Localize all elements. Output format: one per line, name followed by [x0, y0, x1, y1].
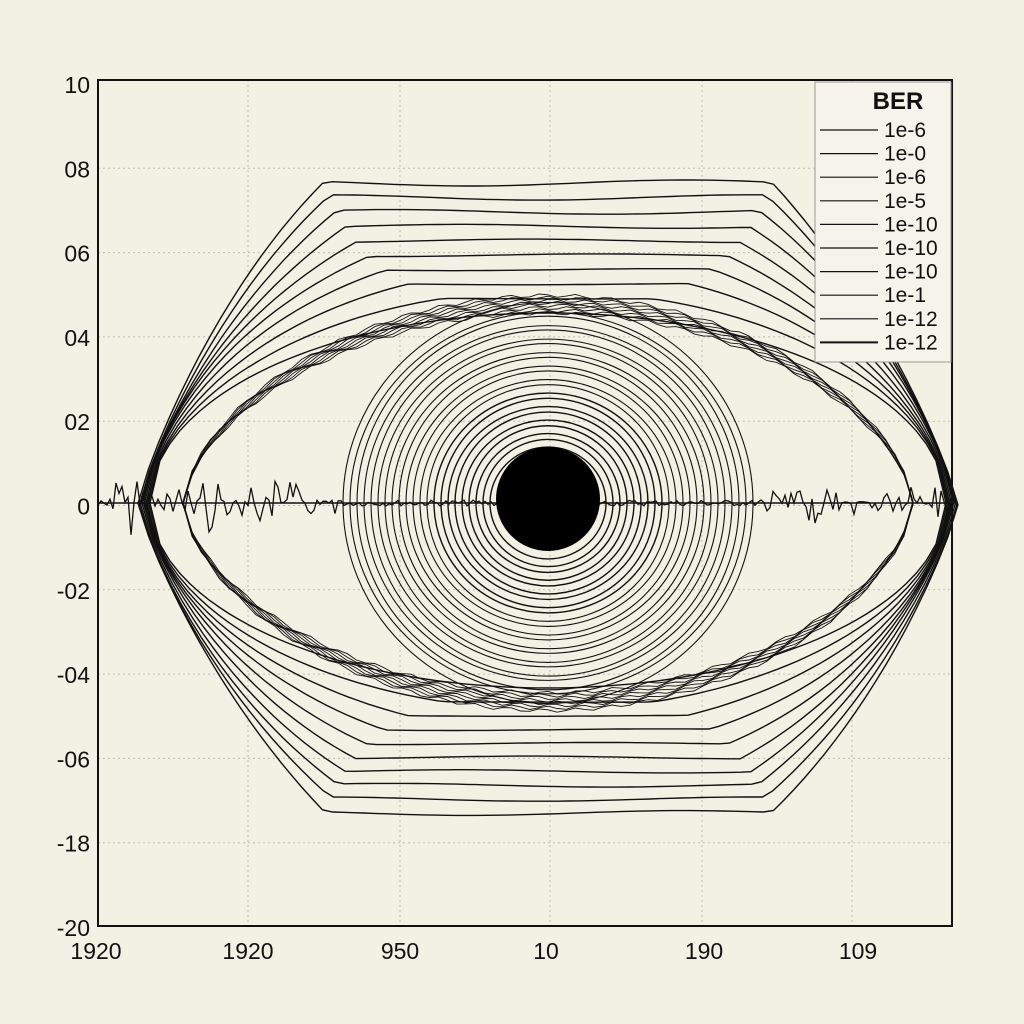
y-tick-label: 08 [64, 156, 90, 182]
eyelid-band-line [182, 308, 914, 505]
iris-ring [363, 325, 733, 681]
legend-entry-label: 1e-1 [884, 284, 926, 307]
legend-entry-label: 1e-12 [884, 308, 938, 331]
legend-entry-label: 1e-10 [884, 213, 938, 236]
iris-ring [482, 438, 614, 568]
iris-ring [391, 352, 705, 654]
eyelid-band-line [182, 293, 914, 505]
eyelid-band-line [182, 501, 914, 708]
legend-entry-label: 1e-6 [884, 119, 926, 142]
iris-ring [440, 397, 656, 609]
iris-ring [412, 370, 684, 636]
iris-ring [356, 315, 740, 691]
y-tick-label: -02 [57, 578, 90, 604]
x-tick-label: 109 [839, 938, 877, 964]
iris-ring [426, 384, 670, 622]
iris-ring [405, 365, 691, 641]
iris-ring [419, 379, 677, 627]
iris-ring [384, 343, 712, 663]
x-axis-ticks: 1920 1920 950 10 190 109 [70, 938, 877, 964]
iris-ring [377, 338, 719, 668]
eye-contour-upper [149, 312, 947, 504]
legend-entry-label: 1e-5 [884, 190, 926, 213]
y-tick-label: 04 [64, 325, 90, 351]
y-tick-label: 02 [64, 409, 90, 435]
y-tick-label: -20 [57, 915, 90, 941]
legend-entry-label: 1e-0 [884, 143, 926, 166]
y-axis-ticks: 10 08 06 04 02 0 -02 -04 -06 -18 -20 [57, 72, 90, 941]
eyelid-band-line [182, 501, 914, 695]
iris-ring [349, 311, 747, 695]
eyelid-band-line [182, 298, 914, 504]
iris-ring [370, 329, 726, 677]
x-tick-label: 950 [381, 938, 419, 964]
legend-title: BER [873, 88, 924, 115]
x-tick-label: 190 [685, 938, 723, 964]
eyelid-band-line [182, 306, 914, 505]
eye-contour-lower [140, 503, 956, 788]
eyelid-band-line [182, 501, 914, 713]
eye-contour-lower [144, 501, 952, 746]
y-tick-label: -06 [57, 746, 90, 772]
iris-ring [433, 392, 663, 614]
y-tick-label: -18 [57, 831, 90, 857]
eye-contour-lower [146, 503, 950, 717]
y-tick-label: -04 [57, 662, 90, 688]
eyelid-band-line [182, 310, 914, 504]
iris-ring [475, 432, 621, 574]
eyelid-band-line [182, 300, 914, 505]
x-tick-label: 1920 [222, 938, 273, 964]
x-tick-label: 1920 [70, 938, 121, 964]
legend-entry-label: 1e-6 [884, 166, 926, 189]
legend-entry-label: 1e-12 [884, 331, 938, 354]
eye-contour-lower [145, 502, 951, 732]
iris-rings [342, 301, 754, 705]
legend-entries: 1e-61e-01e-61e-51e-101e-101e-101e-11e-12… [820, 119, 938, 354]
plot-frame [97, 79, 953, 927]
iris-ring [468, 425, 628, 581]
y-tick-label: 0 [77, 494, 90, 520]
iris-ring [342, 301, 754, 705]
y-tick-label: 10 [64, 72, 90, 98]
eye-contour-lower [141, 501, 955, 774]
legend: BER 1e-61e-01e-61e-51e-101e-101e-101e-11… [814, 81, 952, 363]
y-tick-label: 06 [64, 241, 90, 267]
iris-ring [398, 356, 698, 650]
eye-contour-lower [138, 504, 958, 802]
legend-entry-label: 1e-10 [884, 237, 938, 260]
eyelid-band-line [182, 303, 914, 505]
legend-entry-label: 1e-10 [884, 261, 938, 284]
x-tick-label: 10 [533, 938, 559, 964]
legend-box [814, 81, 952, 363]
iris-ring [454, 411, 642, 595]
eyelid-band-line [182, 295, 914, 503]
eyelid-band-line [182, 502, 914, 700]
eyelid-band-line [182, 503, 914, 703]
iris-ring [461, 419, 635, 587]
eye-contour-lower [149, 502, 947, 689]
iris-ring [447, 405, 649, 601]
eye-contour-upper [148, 297, 948, 504]
eyelid-band-line [182, 501, 914, 710]
eye-contour-lower [137, 503, 959, 817]
eye-contour-lower [142, 501, 954, 760]
pupil [496, 447, 600, 551]
eyelid-band-line [182, 501, 914, 698]
